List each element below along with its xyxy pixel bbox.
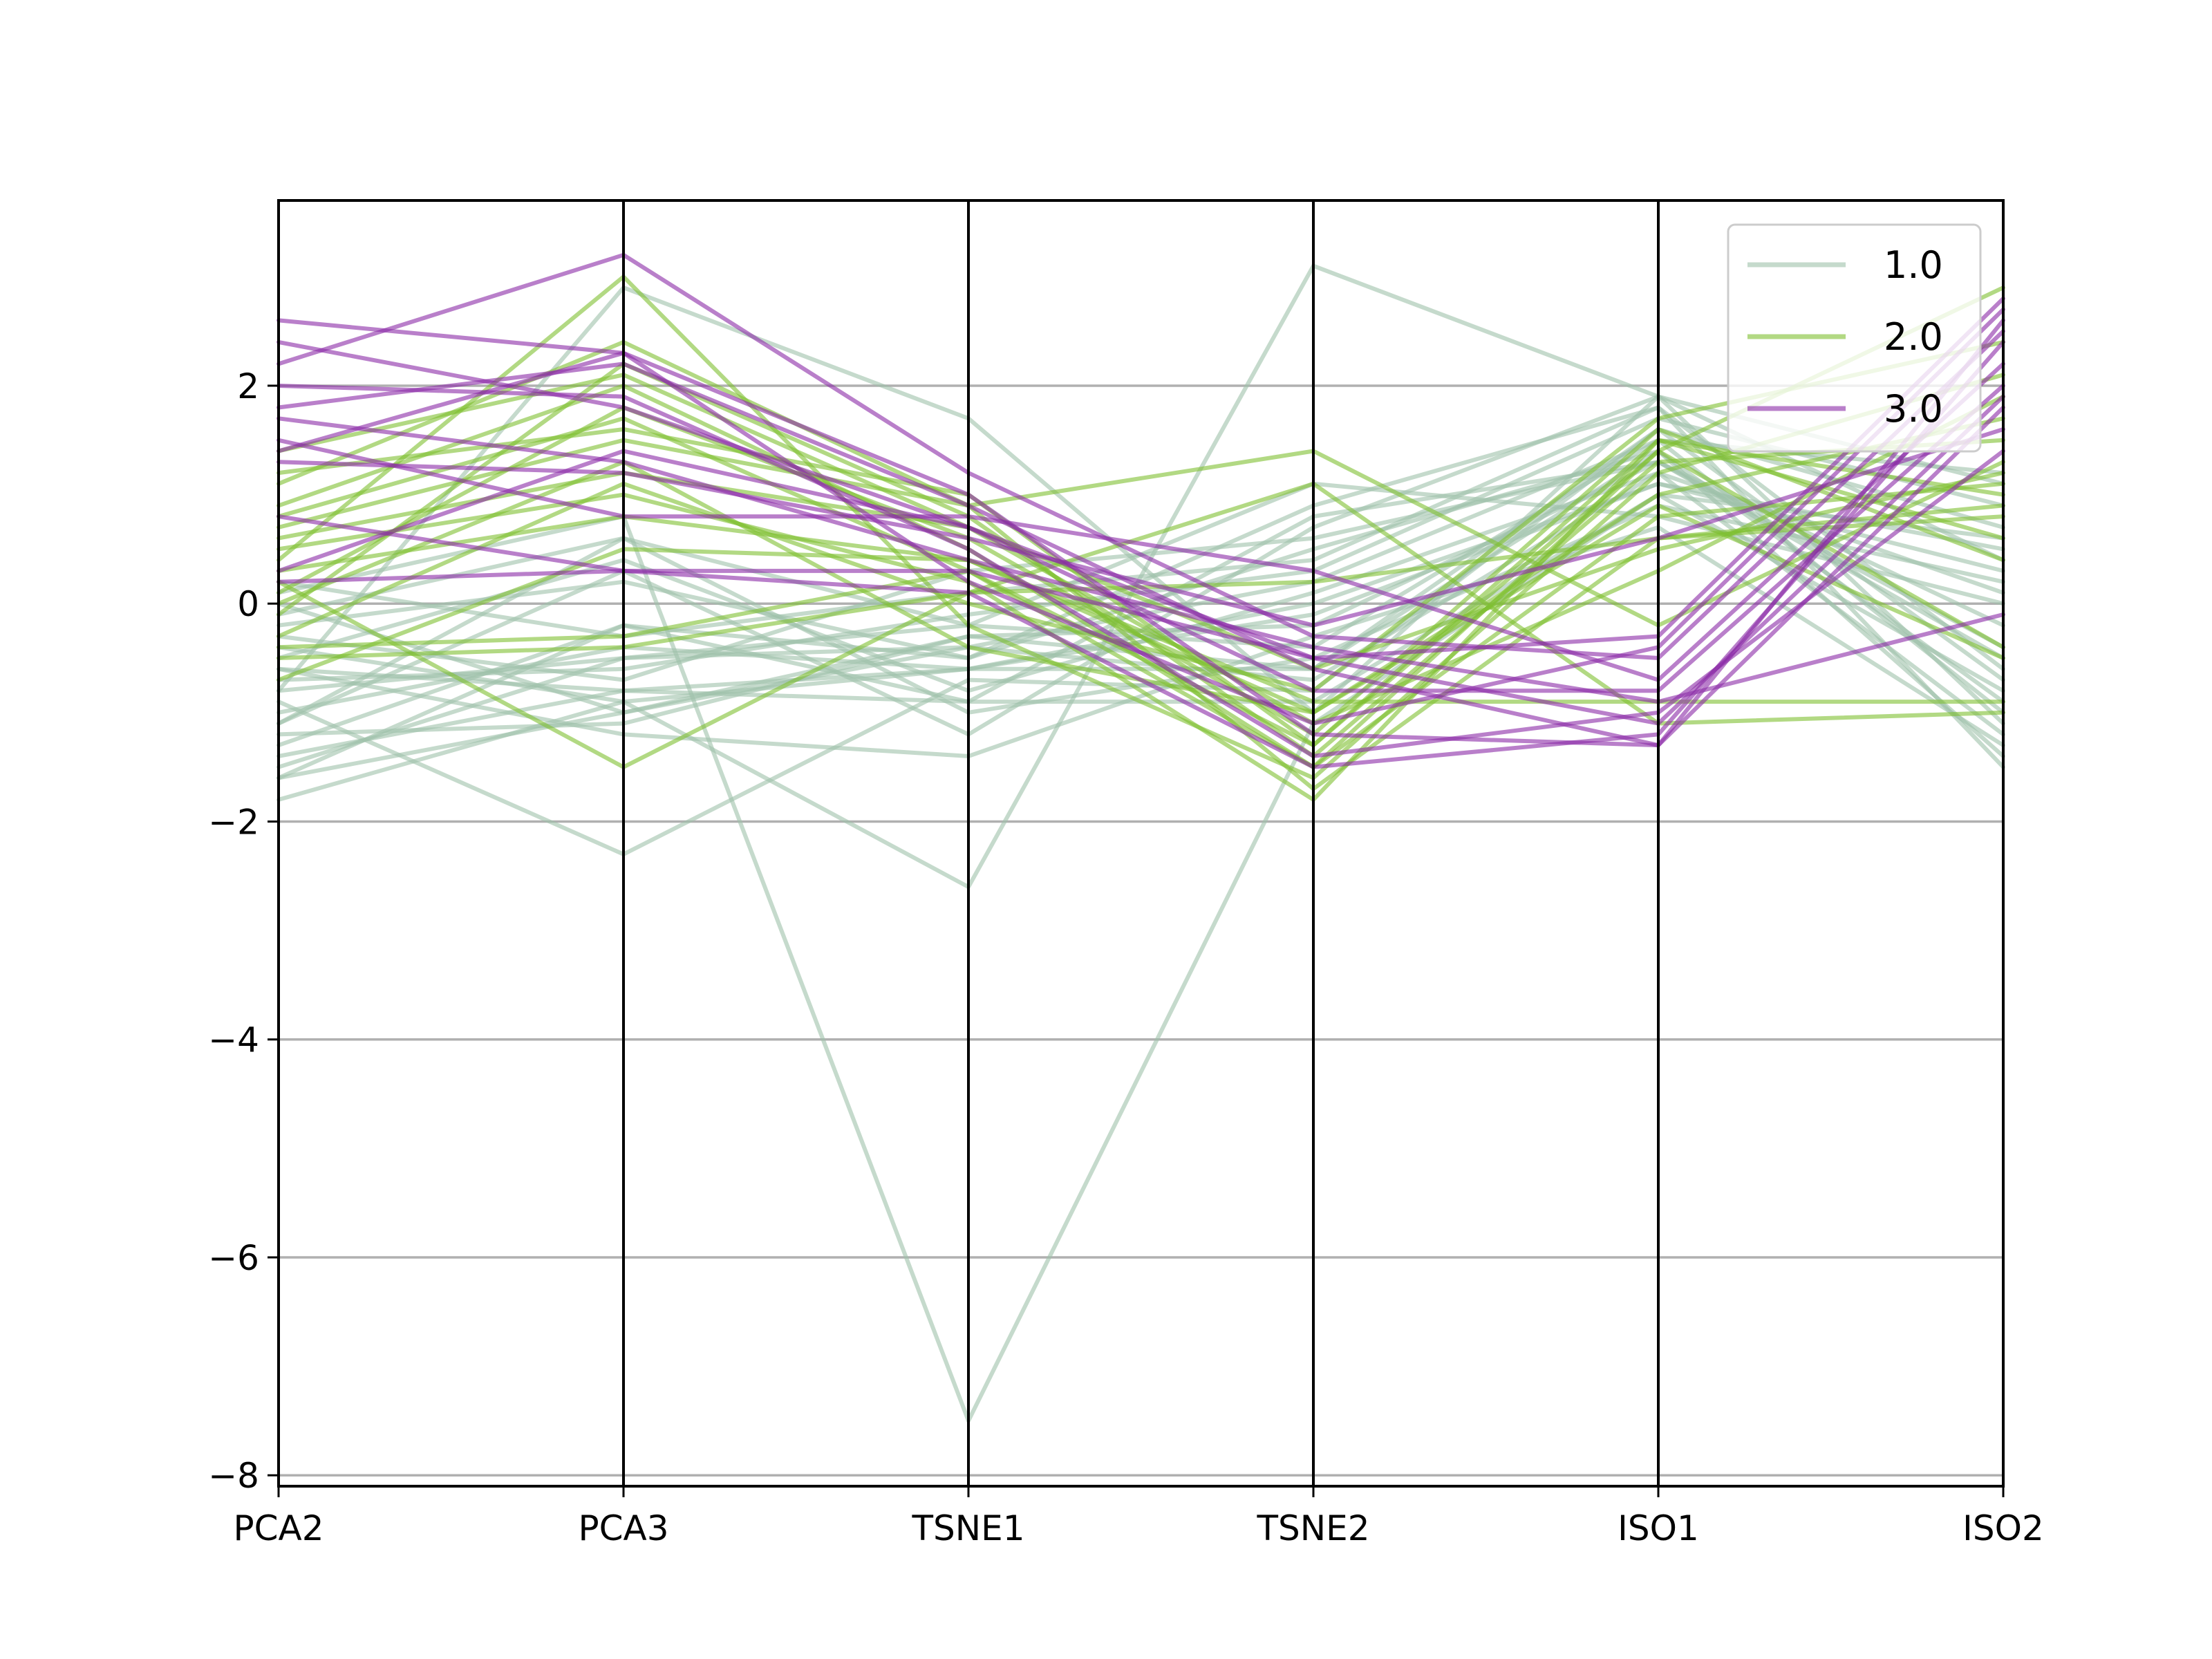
y-axis-ticks: −8 −6 −4 −2 0 2	[208, 366, 279, 1496]
series-line-3.0	[276, 416, 2005, 704]
y-tick-label: 0	[237, 584, 259, 624]
plot-frame	[277, 199, 2005, 1488]
series-line-2.0	[276, 427, 2005, 748]
series-line-2.0	[276, 449, 2005, 769]
plot-area-frame	[277, 199, 2005, 1488]
y-tick-label: −8	[208, 1456, 259, 1496]
series-line-2.0	[276, 481, 2005, 769]
x-axis-ticks: PCA2 PCA3 TSNE1 TSNE2 ISO1 ISO2	[233, 1486, 2044, 1548]
x-tick-label-tsne2: TSNE2	[1256, 1508, 1369, 1548]
series-line-1.0	[276, 285, 2005, 715]
x-tick-label-iso1: ISO1	[1618, 1508, 1699, 1548]
y-gridlines	[279, 384, 2003, 1477]
series-line-1.0	[276, 525, 2005, 758]
series-line-3.0	[276, 384, 2005, 693]
series-line-3.0	[276, 362, 2005, 682]
series-line-2.0	[276, 373, 2005, 671]
series-line-3.0	[276, 394, 2005, 726]
data-lines	[276, 252, 2005, 1423]
legend-label-3.0: 3.0	[1884, 387, 1943, 431]
y-tick-label: 2	[237, 366, 259, 406]
legend: 1.0 2.0 3.0	[1727, 223, 1982, 453]
series-line-1.0	[276, 405, 2005, 769]
x-tick-label-iso2: ISO2	[1962, 1508, 2044, 1548]
series-line-1.0	[276, 492, 2005, 1423]
y-tick-label: −6	[208, 1238, 259, 1278]
legend-label-2.0: 2.0	[1884, 315, 1943, 359]
legend-box	[1727, 223, 1982, 453]
x-tick-label-pca2: PCA2	[233, 1508, 324, 1548]
series-line-3.0	[276, 307, 2005, 726]
x-tick-label-tsne1: TSNE1	[911, 1508, 1024, 1548]
y-tick-label: −4	[208, 1020, 259, 1060]
series-line-3.0	[276, 252, 2005, 660]
series-line-2.0	[276, 339, 2005, 693]
legend-label-1.0: 1.0	[1884, 243, 1943, 287]
x-tick-label-pca3: PCA3	[578, 1508, 668, 1548]
series-line-2.0	[276, 514, 2005, 704]
y-tick-label: −2	[208, 802, 259, 842]
